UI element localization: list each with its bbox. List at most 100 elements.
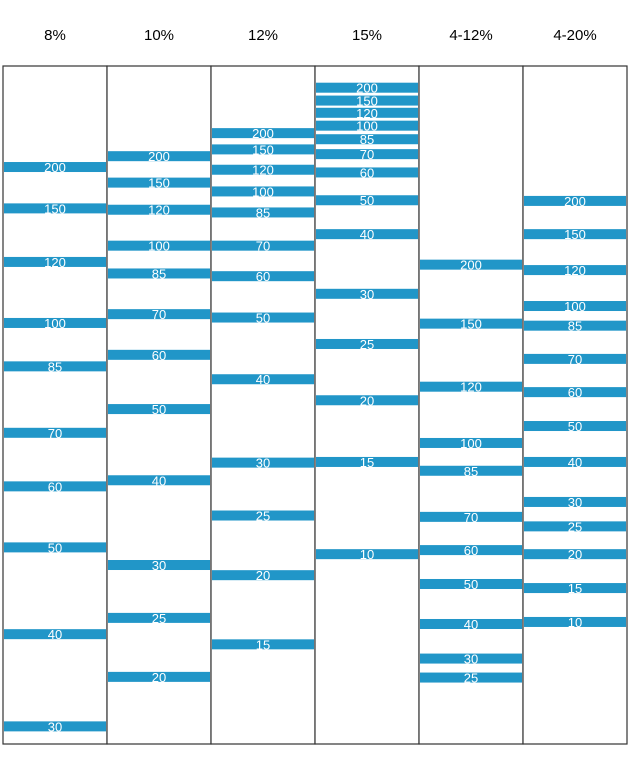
band bbox=[524, 265, 626, 276]
band bbox=[316, 456, 418, 467]
band bbox=[420, 511, 522, 522]
band-label: 10 bbox=[360, 547, 374, 562]
band-label: 40 bbox=[568, 455, 582, 470]
band-label: 70 bbox=[256, 239, 270, 254]
band-label: 85 bbox=[464, 464, 478, 479]
band-label: 100 bbox=[44, 316, 66, 331]
band bbox=[108, 177, 210, 188]
band bbox=[4, 361, 106, 372]
lane-header: 10% bbox=[144, 27, 174, 44]
band bbox=[524, 229, 626, 240]
band bbox=[212, 144, 314, 155]
band bbox=[316, 288, 418, 299]
band-label: 20 bbox=[256, 568, 270, 583]
band-label: 200 bbox=[460, 258, 482, 273]
band-label: 40 bbox=[48, 627, 62, 642]
band bbox=[316, 134, 418, 145]
band bbox=[420, 672, 522, 683]
band bbox=[212, 457, 314, 468]
band-label: 15 bbox=[256, 637, 270, 652]
band bbox=[212, 186, 314, 197]
band bbox=[420, 653, 522, 664]
band bbox=[108, 404, 210, 415]
band-label: 120 bbox=[44, 255, 66, 270]
band-label: 50 bbox=[568, 419, 582, 434]
band bbox=[108, 560, 210, 571]
band bbox=[108, 671, 210, 682]
band-label: 25 bbox=[256, 509, 270, 524]
band-label: 20 bbox=[360, 393, 374, 408]
band bbox=[4, 481, 106, 492]
band-label: 40 bbox=[152, 473, 166, 488]
band-label: 200 bbox=[148, 149, 170, 164]
band-label: 70 bbox=[360, 147, 374, 162]
lane-4 bbox=[418, 65, 524, 745]
band bbox=[524, 456, 626, 467]
band bbox=[108, 240, 210, 251]
band-label: 60 bbox=[464, 543, 478, 558]
band-label: 30 bbox=[464, 652, 478, 667]
band bbox=[316, 149, 418, 160]
band bbox=[316, 95, 418, 106]
band-label: 25 bbox=[568, 519, 582, 534]
band-label: 100 bbox=[564, 299, 586, 314]
band-label: 100 bbox=[460, 436, 482, 451]
band-label: 150 bbox=[44, 201, 66, 216]
lane-header: 4-20% bbox=[553, 27, 596, 44]
band bbox=[420, 465, 522, 476]
lane-header: 4-12% bbox=[449, 27, 492, 44]
band bbox=[420, 545, 522, 556]
band-label: 60 bbox=[48, 479, 62, 494]
band bbox=[108, 349, 210, 360]
band bbox=[4, 162, 106, 173]
band bbox=[524, 195, 626, 206]
band-label: 70 bbox=[48, 426, 62, 441]
band bbox=[108, 268, 210, 279]
band bbox=[108, 151, 210, 162]
band-label: 100 bbox=[252, 184, 274, 199]
band bbox=[524, 549, 626, 560]
band-label: 30 bbox=[256, 456, 270, 471]
band-label: 50 bbox=[48, 540, 62, 555]
band bbox=[212, 374, 314, 385]
band bbox=[316, 229, 418, 240]
band-label: 85 bbox=[256, 205, 270, 220]
band bbox=[316, 107, 418, 118]
band-label: 200 bbox=[356, 81, 378, 96]
band-label: 30 bbox=[568, 495, 582, 510]
band bbox=[212, 240, 314, 251]
band bbox=[524, 353, 626, 364]
band bbox=[524, 583, 626, 594]
band bbox=[4, 542, 106, 553]
band bbox=[212, 639, 314, 650]
band bbox=[524, 387, 626, 398]
lane-5 bbox=[522, 65, 628, 745]
band-label: 100 bbox=[356, 119, 378, 134]
band-label: 120 bbox=[564, 263, 586, 278]
band bbox=[108, 204, 210, 215]
band-label: 20 bbox=[568, 547, 582, 562]
band bbox=[316, 167, 418, 178]
band-label: 60 bbox=[152, 348, 166, 363]
band-label: 30 bbox=[152, 558, 166, 573]
band-label: 150 bbox=[148, 176, 170, 191]
band-label: 20 bbox=[152, 670, 166, 685]
band-label: 60 bbox=[256, 269, 270, 284]
band bbox=[4, 427, 106, 438]
band bbox=[316, 195, 418, 206]
band bbox=[108, 475, 210, 486]
band-label: 85 bbox=[360, 132, 374, 147]
band bbox=[420, 381, 522, 392]
band bbox=[524, 320, 626, 331]
band bbox=[524, 421, 626, 432]
lane-2 bbox=[210, 65, 316, 745]
band bbox=[4, 256, 106, 267]
band-label: 150 bbox=[460, 317, 482, 332]
band-label: 15 bbox=[360, 455, 374, 470]
lane-header: 12% bbox=[248, 27, 278, 44]
band-label: 120 bbox=[252, 163, 274, 178]
band bbox=[4, 629, 106, 640]
band bbox=[316, 82, 418, 93]
band-label: 25 bbox=[360, 337, 374, 352]
band-label: 60 bbox=[568, 385, 582, 400]
